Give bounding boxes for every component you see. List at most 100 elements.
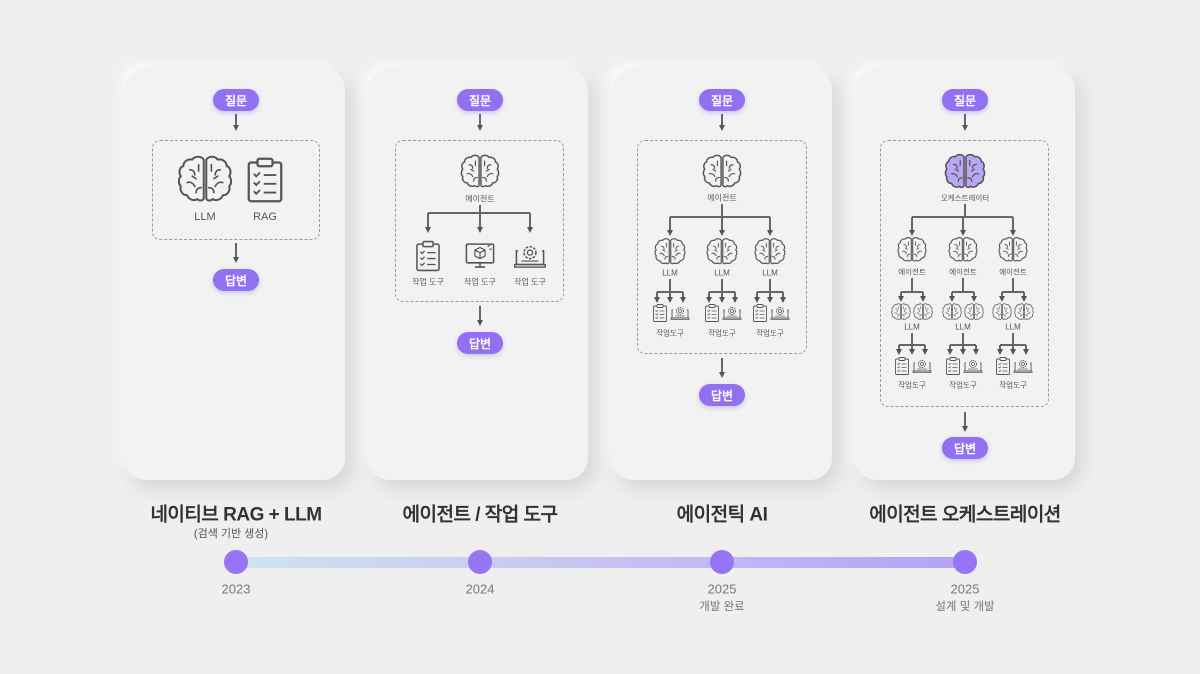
arrowhead-icon [732,297,738,303]
arrowhead-icon [425,227,431,233]
connector-line [669,217,671,231]
connector-line [901,291,923,293]
connector-line [949,345,951,350]
connector-line [235,114,237,126]
milestone-year: 2025 [950,581,980,597]
connector-line [1023,292,1025,297]
arrowhead-icon [667,230,673,236]
stage-card [855,68,1075,480]
agent-label: 에이전트 [999,267,1027,277]
arrowhead-icon [898,296,904,302]
connector-line [721,292,723,298]
connector-line [769,279,771,292]
connector-line [964,412,966,427]
connector-line [973,292,975,297]
connector-line [962,217,964,231]
connector-line [669,292,671,298]
connector-line [709,291,735,293]
arrowhead-icon [767,230,773,236]
connector-line [964,204,966,217]
brain-icon [1014,302,1034,322]
answer-pill: 답변 [457,332,503,354]
connector-line [669,279,671,292]
rag-label: RAG [253,211,277,223]
brain-icon [706,236,738,268]
arrowhead-icon [973,349,979,355]
arrow-down-icon [233,257,239,263]
connector-line [999,345,1001,350]
connector-line [529,213,531,228]
clipboard-icon [650,303,670,323]
arrowhead-icon [1023,349,1029,355]
brain-icon [754,236,786,268]
connector-line [964,114,966,126]
connector-line [951,292,953,297]
connector-line [656,292,658,298]
connector-line [962,345,964,350]
arrowhead-icon [719,297,725,303]
timeline-milestone-dot [224,550,248,574]
connector-line [479,114,481,126]
gear-monitor-icon [963,356,983,376]
connector-line [1012,333,1014,345]
arrowhead-icon [922,349,928,355]
brain-icon [897,235,927,265]
connector-line [899,344,925,346]
connector-line [1001,292,1003,297]
arrowhead-icon [680,297,686,303]
brain-icon [942,302,962,322]
orchestrator-brain-icon [944,151,986,193]
answer-pill: 답변 [213,269,259,291]
gear-monitor-icon [1013,356,1033,376]
tool-label: 작업도구 [756,328,784,338]
timeline-milestone-dot [710,550,734,574]
connector-line [721,204,723,217]
arrowhead-icon [920,296,926,302]
agent-label: 에이전트 [949,267,977,277]
milestone-note: 개발 완료 [699,601,745,613]
question-pill: 질문 [699,89,745,111]
tool-label: 작업도구 [656,328,684,338]
arrowhead-icon [909,230,915,236]
connector-line [721,358,723,373]
arrow-down-icon [962,125,968,131]
brain-icon [460,152,500,192]
arrowhead-icon [896,349,902,355]
llm-label: LLM [194,211,216,223]
connector-line [1002,291,1024,293]
connector-line [721,217,723,231]
connector-line [1000,344,1026,346]
arrowhead-icon [960,349,966,355]
brain-icon [177,152,233,208]
arrowhead-icon [719,230,725,236]
arrowhead-icon [960,230,966,236]
connector-line [479,205,481,213]
answer-pill: 답변 [699,384,745,406]
timeline-milestone-dot [953,550,977,574]
clipboard-icon [240,155,290,205]
agent-label: 에이전트 [898,267,926,277]
question-pill: 질문 [457,89,503,111]
timeline-bar [236,557,965,568]
connector-line [721,114,723,126]
gear-monitor-icon [722,303,742,323]
stage-subtitle: (검색 기반 생성) [193,528,269,540]
brain-icon [948,235,978,265]
tool-label: 작업 도구 [412,277,444,287]
arrowhead-icon [997,349,1003,355]
tool-label: 작업 도구 [464,277,496,287]
tool-label: 작업도구 [949,380,977,390]
agent-label: 에이전트 [465,194,495,204]
gear-monitor-icon [513,239,547,273]
answer-pill: 답변 [942,437,988,459]
stage-card [368,68,588,480]
arrowhead-icon [971,296,977,302]
tool-label: 작업 도구 [514,277,546,287]
clipboard-icon [750,303,770,323]
arrowhead-icon [1010,349,1016,355]
llm-label: LLM [955,322,971,332]
connector-line [235,243,237,258]
arrowhead-icon [999,296,1005,302]
llm-label: LLM [714,268,730,278]
